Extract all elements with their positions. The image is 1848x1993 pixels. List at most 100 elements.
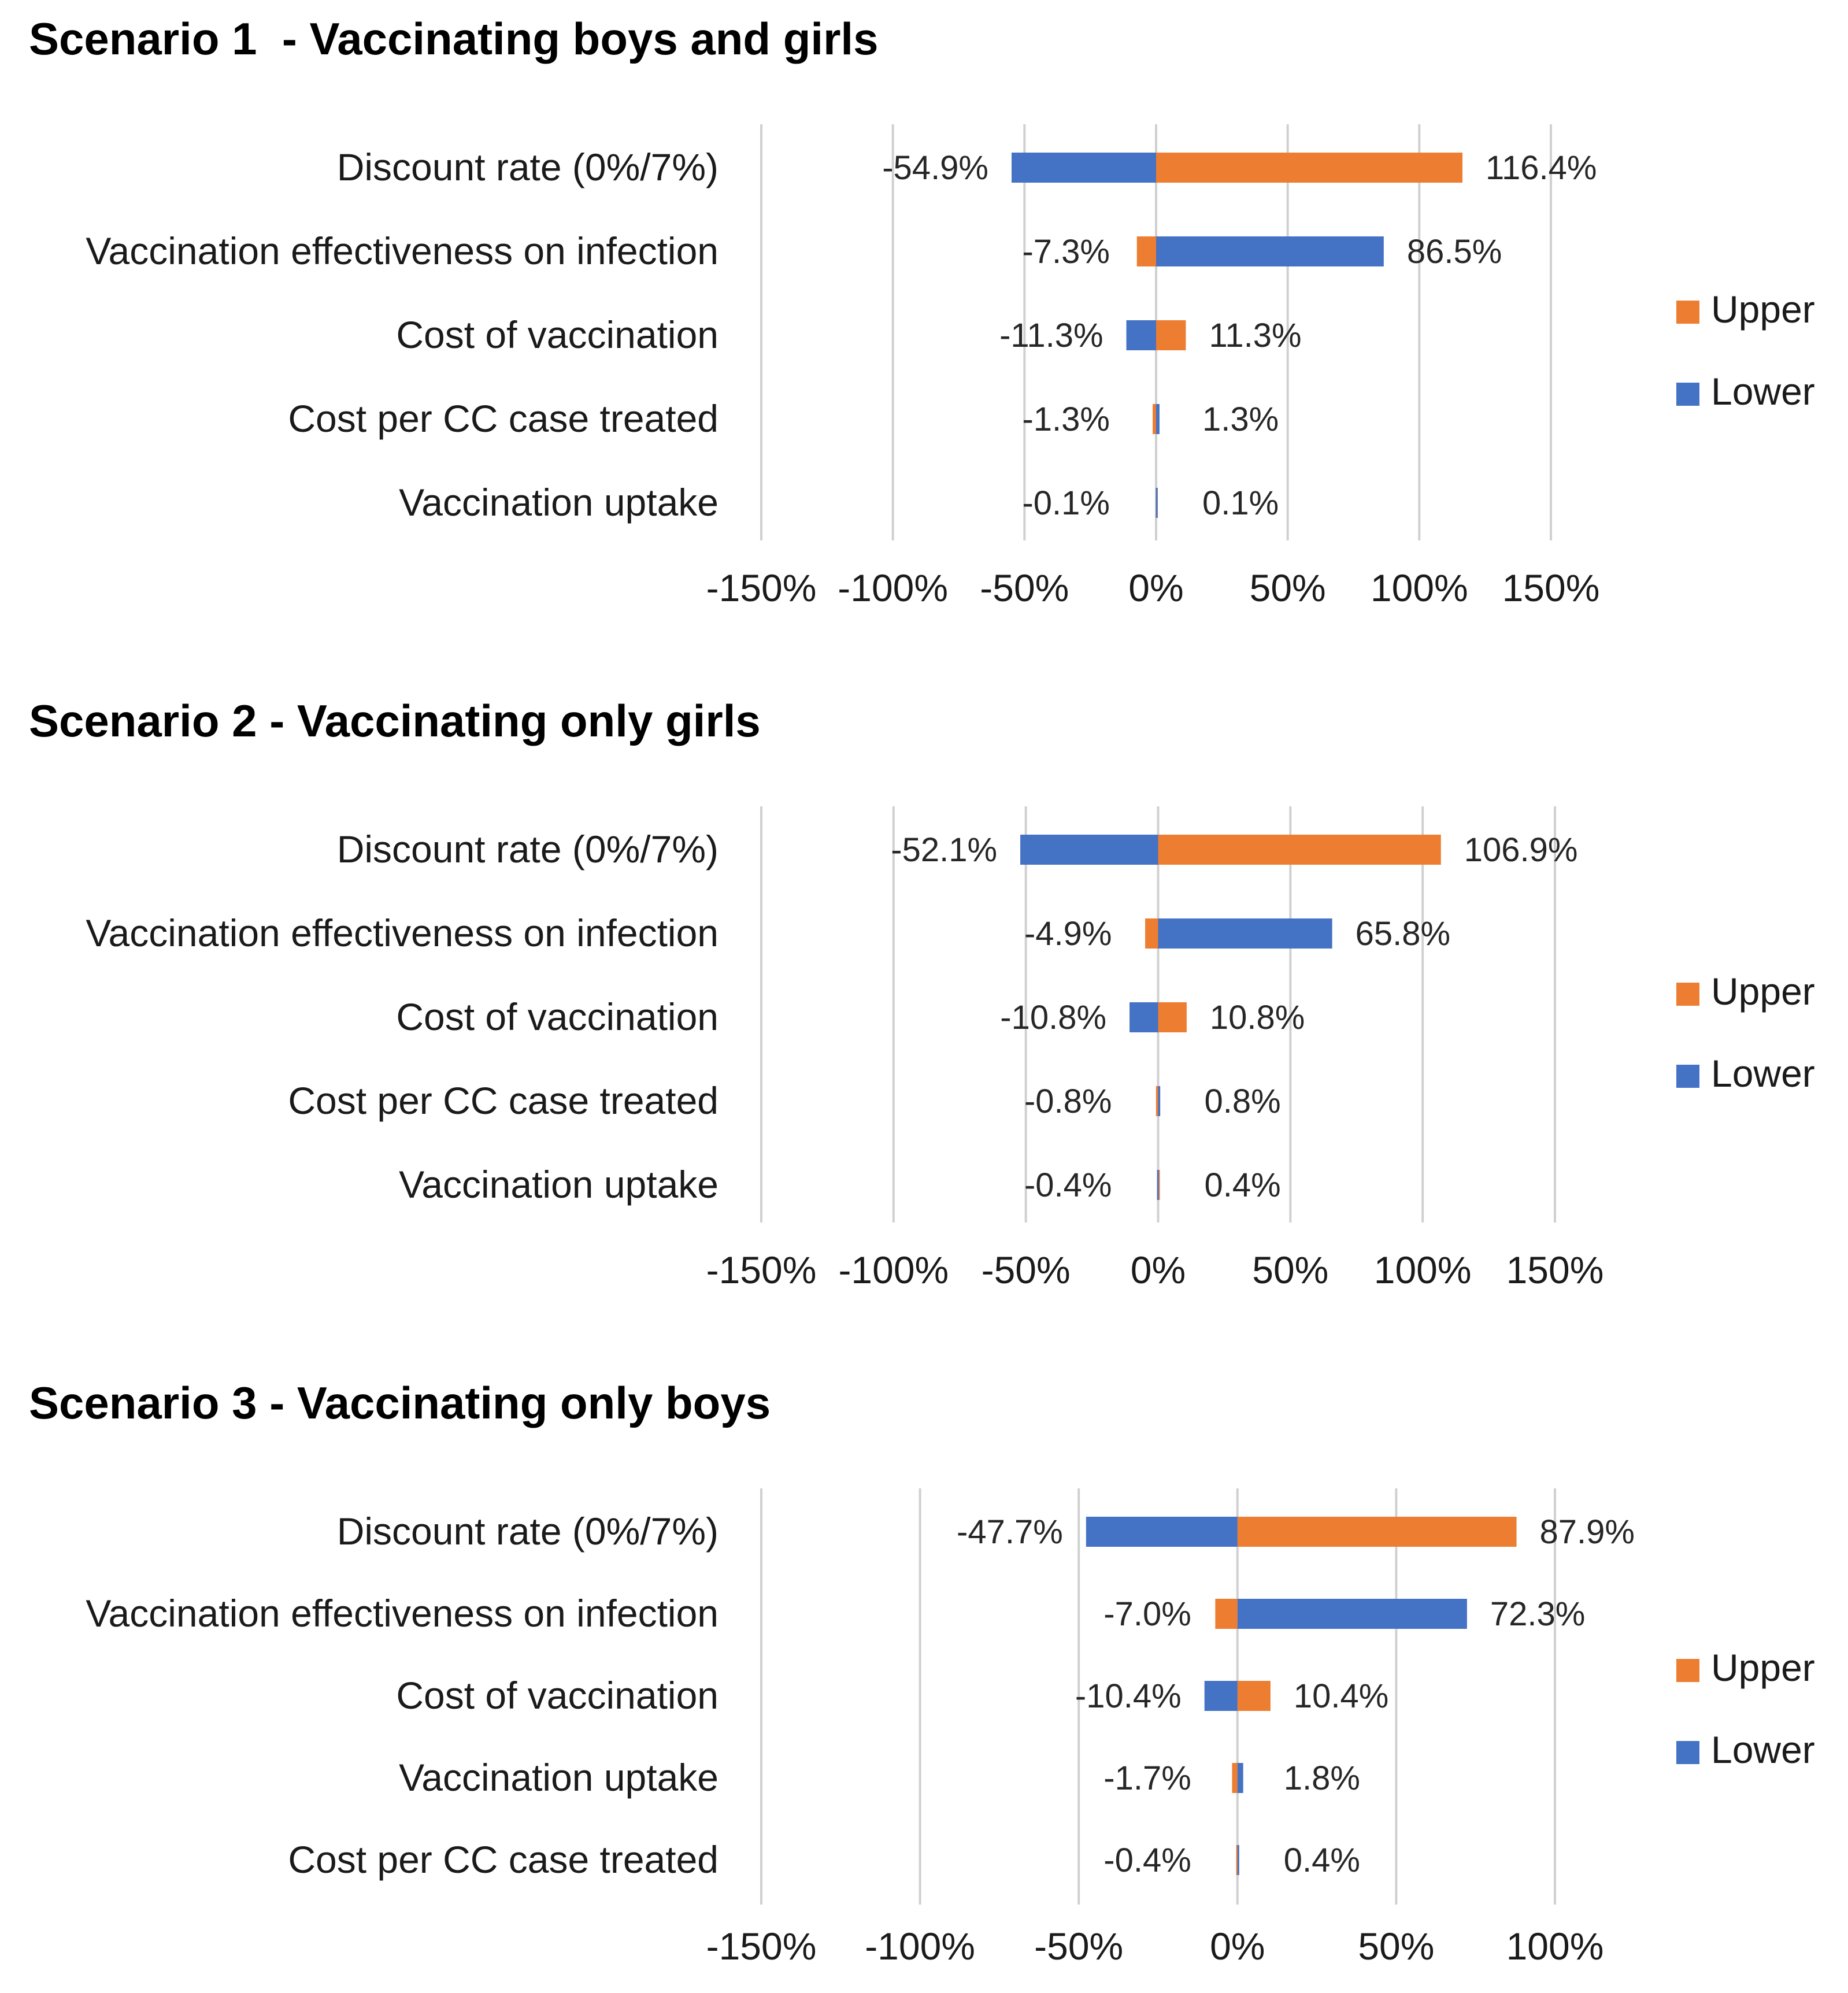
upper-bar bbox=[1156, 1086, 1158, 1116]
x-tick-label: 150% bbox=[1506, 1249, 1604, 1291]
value-label-upper: 10.8% bbox=[1210, 999, 1305, 1036]
category-label: Discount rate (0%/7%) bbox=[337, 146, 719, 188]
x-tick-label: 100% bbox=[1371, 566, 1468, 609]
tornado-chart-scenario-2: -150% -100% -50% 0% 50% 100% 150% Discount rate… bbox=[86, 806, 1815, 1291]
tornado-chart-scenario-1: -150% -100% -50% 0% 50% 100% 150% Discount rate… bbox=[86, 124, 1815, 609]
x-tick-label: 100% bbox=[1506, 1925, 1604, 1968]
chart-title: Scenario 1 - Vaccinating boys and girls bbox=[29, 13, 879, 64]
x-tick-label: 0% bbox=[1131, 1249, 1186, 1291]
lower-bar bbox=[1204, 1681, 1238, 1711]
value-label-upper: 0.1% bbox=[1202, 484, 1279, 522]
category-label: Cost per CC case treated bbox=[288, 1838, 719, 1881]
value-label-lower: -0.8% bbox=[1024, 1083, 1112, 1120]
value-label-lower: -11.3% bbox=[999, 317, 1103, 354]
category-label: Discount rate (0%/7%) bbox=[337, 828, 719, 870]
value-label-upper: 65.8% bbox=[1356, 915, 1450, 953]
category-label: Cost of vaccination bbox=[396, 995, 719, 1038]
value-label-upper: 10.4% bbox=[1294, 1677, 1388, 1715]
x-tick-label: 50% bbox=[1250, 566, 1326, 609]
x-tick-label: -100% bbox=[838, 566, 948, 609]
value-label-lower: -0.4% bbox=[1024, 1166, 1112, 1204]
x-tick-label: -100% bbox=[838, 1249, 949, 1291]
value-label-lower: -47.7% bbox=[957, 1513, 1063, 1551]
value-label-upper: 11.3% bbox=[1209, 317, 1301, 354]
upper-bar bbox=[1145, 918, 1158, 949]
x-tick-label: 0% bbox=[1210, 1925, 1265, 1968]
upper-bar bbox=[1156, 320, 1186, 350]
value-label-lower: -0.4% bbox=[1103, 1842, 1191, 1879]
x-tick-label: 0% bbox=[1128, 566, 1183, 609]
value-label-lower: -0.1% bbox=[1022, 484, 1110, 522]
upper-bar bbox=[1236, 1845, 1238, 1875]
x-tick-label: -100% bbox=[865, 1925, 975, 1968]
legend-label-upper: Upper bbox=[1711, 288, 1815, 331]
x-tick-label: -50% bbox=[980, 566, 1069, 609]
legend-label-lower: Lower bbox=[1711, 1052, 1815, 1095]
upper-bar bbox=[1156, 153, 1463, 183]
value-label-upper: 72.3% bbox=[1490, 1595, 1585, 1633]
tornado-chart-scenario-3: -150% -100% -50% 0% 50% 100% Discount rate (0%… bbox=[86, 1488, 1815, 1968]
value-label-upper: 106.9% bbox=[1464, 831, 1578, 869]
legend-label-upper: Upper bbox=[1711, 970, 1815, 1013]
legend-swatch-upper bbox=[1676, 983, 1699, 1006]
value-label-lower: -10.4% bbox=[1075, 1677, 1182, 1715]
x-tick-label: -150% bbox=[706, 1925, 817, 1968]
x-tick-label: -50% bbox=[1034, 1925, 1123, 1968]
upper-bar bbox=[1136, 236, 1156, 266]
lower-bar bbox=[1237, 1845, 1239, 1875]
value-label-lower: -1.3% bbox=[1022, 401, 1110, 438]
category-label: Vaccination uptake bbox=[399, 1163, 719, 1206]
legend-label-upper: Upper bbox=[1711, 1646, 1815, 1689]
scenario-1-panel: Scenario 1 - Vaccinating boys and girls … bbox=[0, 0, 1848, 647]
x-tick-label: -50% bbox=[982, 1249, 1071, 1291]
lower-bar bbox=[1020, 835, 1158, 865]
value-label-upper: 1.8% bbox=[1284, 1759, 1360, 1797]
value-label-lower: -7.0% bbox=[1103, 1595, 1191, 1633]
lower-bar bbox=[1156, 404, 1160, 434]
x-tick-label: 100% bbox=[1374, 1249, 1472, 1291]
value-label-upper: 116.4% bbox=[1486, 149, 1597, 187]
chart-title: Scenario 3 - Vaccinating only boys bbox=[29, 1377, 771, 1428]
x-tick-label: 150% bbox=[1502, 566, 1600, 609]
upper-bar bbox=[1158, 1002, 1187, 1032]
value-label-lower: -7.3% bbox=[1022, 233, 1110, 271]
legend-swatch-lower bbox=[1676, 383, 1699, 406]
upper-bar bbox=[1158, 835, 1441, 865]
category-label: Vaccination effectiveness on infection bbox=[86, 229, 719, 272]
x-tick-label: 50% bbox=[1252, 1249, 1328, 1291]
upper-bar bbox=[1153, 404, 1156, 434]
upper-bar bbox=[1237, 1517, 1517, 1547]
value-label-upper: 0.8% bbox=[1205, 1083, 1281, 1120]
value-label-upper: 0.4% bbox=[1205, 1166, 1281, 1204]
upper-bar bbox=[1215, 1599, 1238, 1629]
scenario-3-panel: Scenario 3 - Vaccinating only boys -150%… bbox=[0, 1364, 1848, 1993]
value-label-upper: 0.4% bbox=[1284, 1842, 1360, 1879]
legend-swatch-lower bbox=[1676, 1741, 1699, 1764]
value-label-lower: -1.7% bbox=[1103, 1759, 1191, 1797]
value-label-upper: 86.5% bbox=[1407, 233, 1502, 271]
lower-bar bbox=[1126, 320, 1156, 350]
lower-bar bbox=[1157, 1170, 1159, 1200]
lower-bar bbox=[1158, 918, 1332, 949]
value-label-upper: 1.3% bbox=[1202, 401, 1279, 438]
lower-bar bbox=[1237, 1763, 1243, 1793]
x-tick-label: -150% bbox=[706, 566, 817, 609]
lower-bar bbox=[1156, 236, 1384, 266]
lower-bar bbox=[1156, 488, 1158, 518]
value-label-lower: -4.9% bbox=[1024, 915, 1112, 953]
category-label: Vaccination uptake bbox=[399, 1756, 719, 1799]
legend-label-lower: Lower bbox=[1711, 1728, 1815, 1771]
lower-bar bbox=[1012, 153, 1156, 183]
x-tick-label: -150% bbox=[706, 1249, 817, 1291]
value-label-lower: -52.1% bbox=[891, 831, 997, 869]
category-label: Vaccination uptake bbox=[399, 481, 719, 524]
value-label-upper: 87.9% bbox=[1540, 1513, 1635, 1551]
lower-bar bbox=[1158, 1086, 1161, 1116]
category-label: Vaccination effectiveness on infection bbox=[86, 912, 719, 954]
value-label-lower: -10.8% bbox=[1000, 999, 1106, 1036]
category-label: Vaccination effectiveness on infection bbox=[86, 1592, 719, 1635]
category-label: Cost per CC case treated bbox=[288, 1079, 719, 1122]
category-label: Cost per CC case treated bbox=[288, 397, 719, 440]
upper-bar bbox=[1232, 1763, 1238, 1793]
legend-swatch-upper bbox=[1676, 1659, 1699, 1682]
